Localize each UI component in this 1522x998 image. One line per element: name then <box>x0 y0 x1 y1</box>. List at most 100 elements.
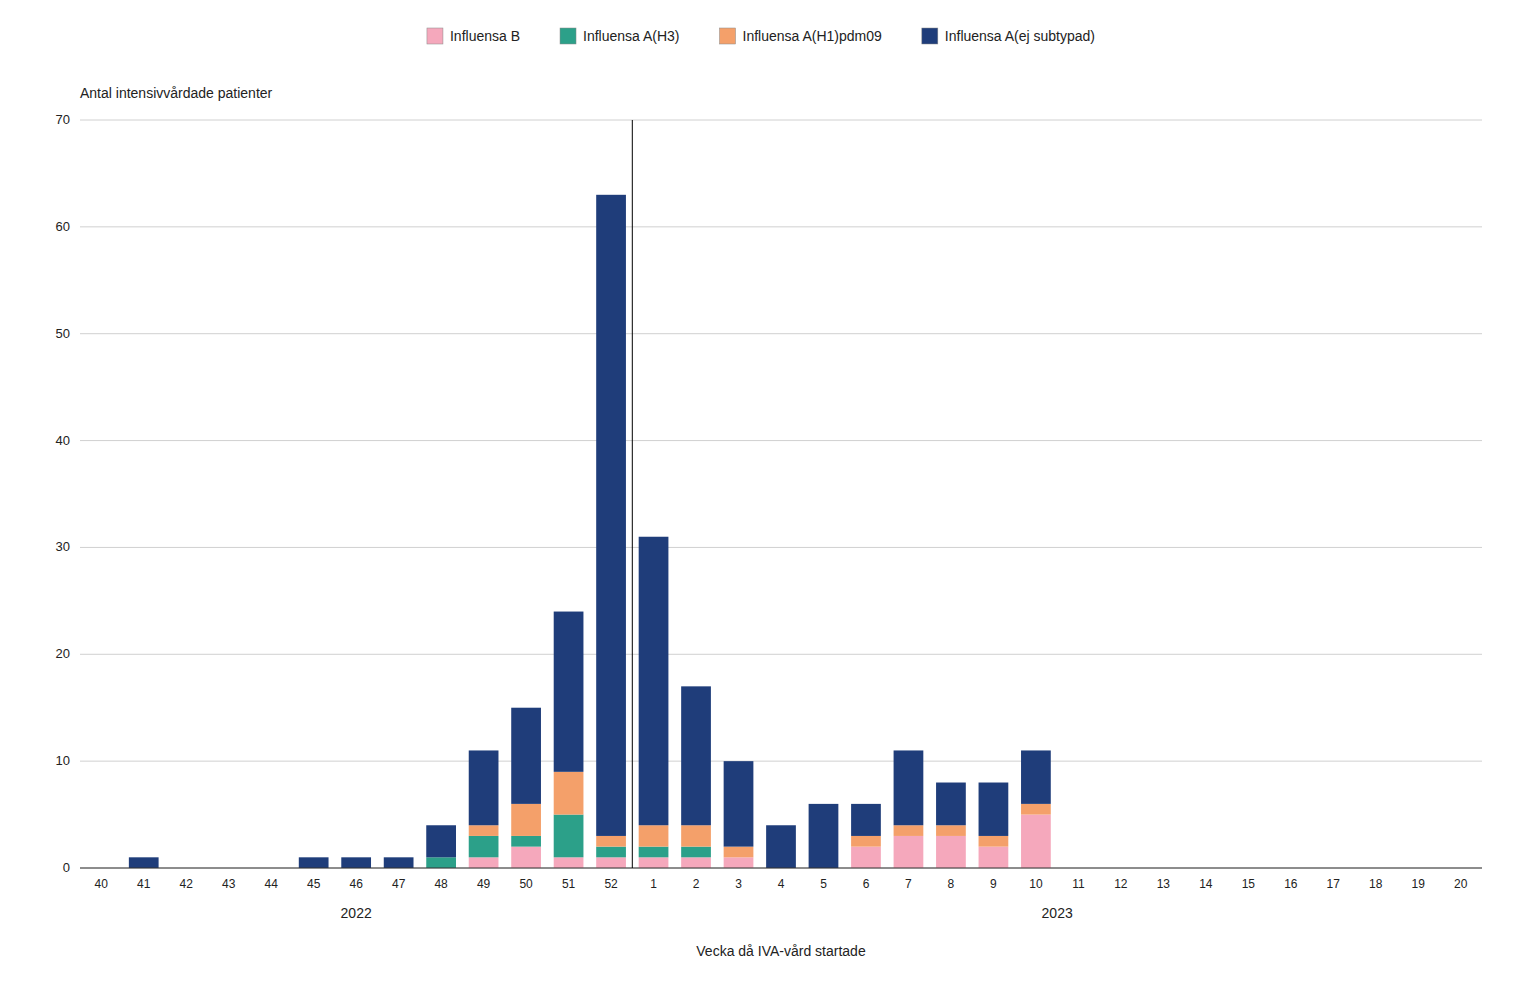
x-tick-label: 17 <box>1327 877 1341 891</box>
bar <box>469 836 499 857</box>
legend-label: Influensa A(H3) <box>583 28 680 44</box>
bar <box>851 804 881 836</box>
x-tick-label: 12 <box>1114 877 1128 891</box>
y-tick-label: 10 <box>56 753 70 768</box>
x-tick-label: 18 <box>1369 877 1383 891</box>
y-tick-label: 50 <box>56 326 70 341</box>
x-tick-label: 10 <box>1029 877 1043 891</box>
legend-item: Influensa A(H1)pdm09 <box>720 28 883 44</box>
x-tick-label: 4 <box>778 877 785 891</box>
legend-label: Influensa A(H1)pdm09 <box>743 28 883 44</box>
x-tick-label: 6 <box>863 877 870 891</box>
chart: 0102030405060704041424344454647484950515… <box>0 0 1522 998</box>
x-tick-label: 48 <box>434 877 448 891</box>
grid-line <box>80 761 1482 762</box>
x-tick-label: 8 <box>948 877 955 891</box>
bar <box>511 847 541 868</box>
bar <box>1021 804 1051 815</box>
bar <box>596 847 626 858</box>
legend: Influensa B Influensa A(H3) Influensa A(H1… <box>427 28 1095 44</box>
legend-label: Influensa A(ej subtypad) <box>945 28 1095 44</box>
legend-swatch <box>922 28 938 44</box>
x-axis-line <box>80 868 1482 869</box>
bar <box>596 857 626 868</box>
legend-item: Influensa B <box>427 28 520 44</box>
x-tick-label: 50 <box>519 877 533 891</box>
bar <box>681 857 711 868</box>
bar <box>1021 750 1051 803</box>
x-tick-label: 2 <box>693 877 700 891</box>
x-tick-label: 20 <box>1454 877 1468 891</box>
y-tick-label: 0 <box>63 860 70 875</box>
bar <box>681 686 711 825</box>
y-tick-label: 70 <box>56 112 70 127</box>
x-tick-label: 51 <box>562 877 576 891</box>
x-tick-label: 14 <box>1199 877 1213 891</box>
legend-swatch <box>560 28 576 44</box>
bar <box>851 847 881 868</box>
bar <box>596 195 626 836</box>
bar <box>936 783 966 826</box>
y-tick-label: 20 <box>56 646 70 661</box>
x-tick-label: 7 <box>905 877 912 891</box>
bar <box>426 825 456 857</box>
bar <box>554 857 584 868</box>
grid-line <box>80 868 1482 869</box>
x-tick-label: 49 <box>477 877 491 891</box>
x-tick-label: 52 <box>604 877 618 891</box>
series <box>129 195 1051 868</box>
bar <box>936 836 966 868</box>
grid <box>80 120 1482 868</box>
bar <box>426 857 456 868</box>
x-axis-label: Vecka då IVA-vård startade <box>696 943 866 959</box>
x-tick-label: 3 <box>735 877 742 891</box>
x-tick-label: 41 <box>137 877 151 891</box>
y-tick-label: 40 <box>56 433 70 448</box>
x-tick-label: 19 <box>1412 877 1426 891</box>
x-tick-label: 46 <box>349 877 363 891</box>
bar <box>936 825 966 836</box>
bar <box>639 847 669 858</box>
x-tick-label: 11 <box>1072 877 1085 891</box>
bar <box>1021 815 1051 868</box>
y-axis-label: Antal intensivvårdade patienter <box>80 85 273 101</box>
bar <box>554 612 584 772</box>
bar <box>469 857 499 868</box>
bar <box>511 708 541 804</box>
x-tick-label: 9 <box>990 877 997 891</box>
x-tick-label: 42 <box>180 877 194 891</box>
bar <box>724 857 754 868</box>
divider <box>632 120 633 868</box>
bar <box>681 847 711 858</box>
bar <box>299 857 329 868</box>
bar <box>469 750 499 825</box>
group-label: 2022 <box>341 905 372 921</box>
bar <box>129 857 159 868</box>
bar <box>469 825 499 836</box>
bar <box>766 825 796 868</box>
bar <box>554 815 584 858</box>
bar <box>724 847 754 858</box>
bar <box>979 836 1009 847</box>
bar <box>979 783 1009 836</box>
bars <box>129 195 1051 868</box>
legend-item: Influensa A(H3) <box>560 28 680 44</box>
x-tick-label: 40 <box>95 877 109 891</box>
grid-line <box>80 547 1482 548</box>
bar <box>639 857 669 868</box>
x-tick-label: 47 <box>392 877 406 891</box>
bar <box>341 857 371 868</box>
bar <box>681 825 711 846</box>
bar <box>596 836 626 847</box>
y-tick-label: 30 <box>56 539 70 554</box>
x-tick-label: 44 <box>265 877 279 891</box>
series <box>469 772 1051 857</box>
x-tick-label: 13 <box>1157 877 1171 891</box>
grid-line <box>80 226 1482 227</box>
grid-line <box>80 654 1482 655</box>
legend-item: Influensa A(ej subtypad) <box>922 28 1095 44</box>
x-tick-label: 1 <box>650 877 657 891</box>
grid-line <box>80 120 1482 121</box>
x-tick-label: 45 <box>307 877 321 891</box>
bar <box>894 836 924 868</box>
